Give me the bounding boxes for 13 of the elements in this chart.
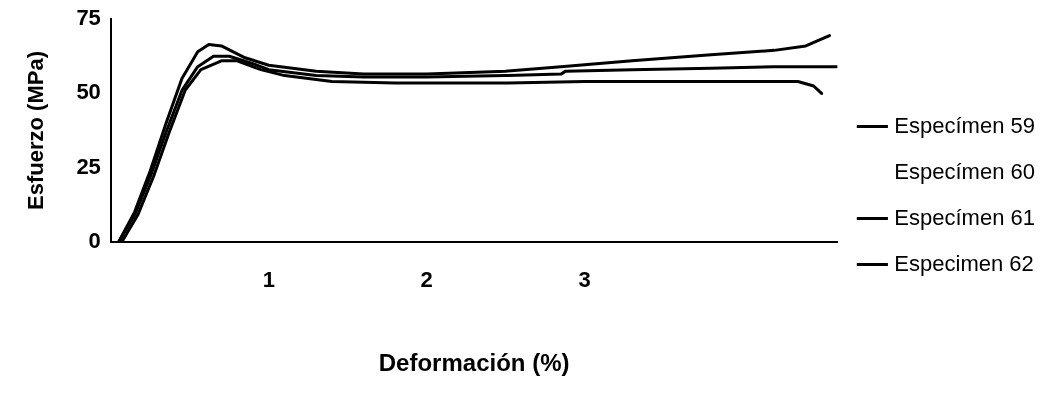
- legend-label: Especímen 59: [894, 112, 1035, 138]
- y-tick-label: 50: [76, 79, 101, 105]
- y-tick-label: 25: [76, 153, 101, 179]
- y-tick-label: 0: [88, 227, 101, 253]
- y-tick-label: 75: [76, 5, 101, 31]
- legend-label: Especímen 61: [894, 204, 1035, 230]
- x-tick-label: 2: [420, 267, 433, 293]
- text: Especímen 60: [894, 158, 1035, 184]
- x-tick-label: 3: [578, 267, 591, 293]
- y-axis-title: Esfuerzo (MPa): [23, 51, 49, 210]
- x-axis-title: Deformación (%): [378, 349, 570, 377]
- legend-label: Especimen 62: [894, 250, 1034, 276]
- x-tick-label: 1: [262, 267, 275, 293]
